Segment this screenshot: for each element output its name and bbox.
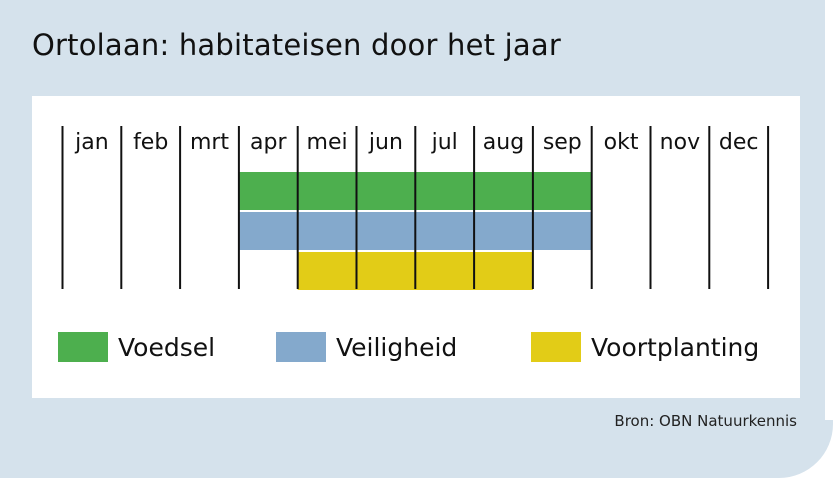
month-label-dec: dec xyxy=(719,130,759,155)
month-label-sep: sep xyxy=(543,130,582,155)
month-label-mrt: mrt xyxy=(190,130,229,155)
chart-panel: jan feb mrt apr mei jun jul aug sep okt nov dec Voe… xyxy=(32,96,800,398)
legend-label-voortplanting: Voortplanting xyxy=(591,333,760,362)
month-label-nov: nov xyxy=(660,130,700,155)
month-label-jul: jul xyxy=(431,130,458,155)
month-label-aug: aug xyxy=(483,130,524,155)
month-label-okt: okt xyxy=(604,130,639,155)
legend-swatch-voortplanting xyxy=(531,332,581,362)
chart-title: Ortolaan: habitateisen door het jaar xyxy=(32,28,561,62)
legend-swatch-veiligheid xyxy=(276,332,326,362)
source-note: Bron: OBN Natuurkennis xyxy=(614,412,797,430)
month-label-mei: mei xyxy=(307,130,348,155)
month-label-jun: jun xyxy=(368,130,403,155)
legend-swatch-voedsel xyxy=(58,332,108,362)
timeline-chart: jan feb mrt apr mei jun jul aug sep okt nov dec xyxy=(61,126,770,290)
month-label-feb: feb xyxy=(133,130,168,155)
month-label-jan: jan xyxy=(74,130,109,155)
month-label-apr: apr xyxy=(250,130,287,155)
legend-label-veiligheid: Veiligheid xyxy=(336,333,458,362)
legend-label-voedsel: Voedsel xyxy=(118,333,216,362)
